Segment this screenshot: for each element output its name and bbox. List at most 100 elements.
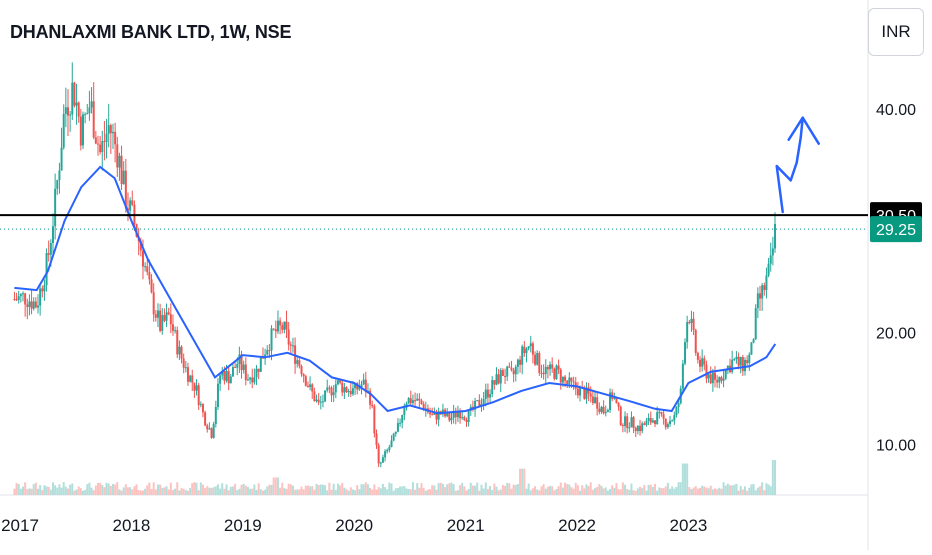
- volume-bar: [306, 485, 309, 495]
- volume-bar: [54, 485, 57, 495]
- candle-body: [634, 427, 637, 432]
- candle-body: [347, 391, 350, 393]
- candle-body: [508, 366, 511, 368]
- volume-bar: [261, 490, 264, 495]
- volume-bar: [266, 486, 269, 495]
- candle-body: [306, 385, 309, 388]
- volume-bar: [495, 486, 498, 495]
- volume-bar: [120, 490, 123, 495]
- candle-body: [111, 131, 114, 134]
- volume-bar: [51, 482, 54, 495]
- volume-bar: [167, 489, 170, 495]
- volume-bar: [540, 486, 543, 495]
- candle-body: [662, 413, 665, 419]
- volume-bar: [641, 488, 644, 495]
- candle-body: [506, 366, 509, 377]
- volume-bar: [184, 489, 187, 495]
- volume-bar: [41, 490, 44, 495]
- candle-body: [268, 350, 271, 352]
- volume-bar: [356, 485, 359, 495]
- volume-bar: [94, 485, 97, 495]
- candle-body: [21, 293, 24, 295]
- volume-bar: [461, 482, 464, 495]
- candle-body: [649, 418, 652, 423]
- volume-bar: [171, 490, 174, 495]
- volume-bar: [480, 484, 483, 495]
- volume-bar: [99, 482, 102, 495]
- chart-title: DHANLAXMI BANK LTD, 1W, NSE: [10, 22, 292, 42]
- volume-bar: [549, 485, 552, 495]
- volume-bar: [679, 482, 682, 495]
- candle-body: [748, 354, 751, 364]
- volume-bar: [553, 490, 556, 495]
- candle-body: [482, 398, 485, 405]
- candle-body: [626, 416, 629, 428]
- candle-body: [512, 370, 515, 375]
- volume-bar: [482, 488, 485, 495]
- candle-body: [92, 101, 95, 138]
- candle-body: [379, 462, 382, 464]
- volume-bar: [105, 482, 108, 495]
- volume-bar: [197, 490, 200, 495]
- candle-body: [613, 397, 616, 399]
- candle-body: [671, 420, 674, 422]
- candle-body: [744, 359, 747, 372]
- volume-bar: [767, 484, 770, 495]
- candle-body: [639, 425, 642, 432]
- volume-bar: [446, 484, 449, 495]
- candle-body: [336, 380, 339, 385]
- volume-bar: [414, 489, 417, 495]
- candle-body: [741, 357, 744, 372]
- candle-body: [103, 141, 106, 143]
- candle-body: [28, 301, 31, 307]
- volume-bar: [596, 487, 599, 495]
- candle-body: [315, 399, 318, 402]
- volume-bar: [298, 489, 301, 495]
- candle-body: [510, 367, 513, 371]
- volume-bar: [465, 490, 468, 495]
- candle-body: [354, 383, 357, 389]
- candle-body: [381, 457, 384, 463]
- candle-body: [628, 427, 631, 429]
- volume-bar: [703, 486, 706, 495]
- volume-bar: [459, 485, 462, 495]
- volume-bar: [257, 483, 260, 495]
- volume-bar: [279, 487, 282, 495]
- candle-body: [544, 366, 547, 375]
- volume-bar: [191, 483, 194, 495]
- volume-bar: [606, 490, 609, 495]
- volume-bar: [45, 486, 48, 495]
- candle-body: [148, 272, 151, 280]
- volume-bar: [534, 486, 537, 495]
- volume-bar: [360, 484, 363, 495]
- candle-body: [703, 358, 706, 365]
- currency-button[interactable]: INR: [868, 8, 924, 56]
- volume-bar: [673, 488, 676, 495]
- volume-bar: [379, 488, 382, 495]
- volume-bar: [234, 483, 237, 495]
- candle-body: [298, 360, 301, 367]
- volume-bar: [204, 487, 207, 495]
- candle-body: [416, 398, 419, 401]
- candle-body: [388, 447, 391, 450]
- candle-body: [358, 387, 361, 390]
- candle-body: [120, 155, 123, 185]
- volume-bar: [572, 488, 575, 495]
- volume-bar: [126, 487, 129, 495]
- volume-bar: [358, 489, 361, 495]
- volume-bar: [225, 484, 228, 495]
- candle-body: [13, 299, 16, 301]
- volume-bar: [431, 485, 434, 495]
- volume-bar: [249, 488, 252, 495]
- candle-body: [737, 356, 740, 366]
- candle-body: [360, 384, 363, 388]
- candle-body: [373, 406, 376, 434]
- volume-bar: [300, 486, 303, 495]
- volume-bar: [92, 490, 95, 495]
- candle-body: [223, 371, 226, 381]
- candle-body: [49, 243, 52, 255]
- volume-bar: [24, 482, 27, 495]
- candle-body: [579, 386, 582, 396]
- candle-body: [225, 371, 228, 381]
